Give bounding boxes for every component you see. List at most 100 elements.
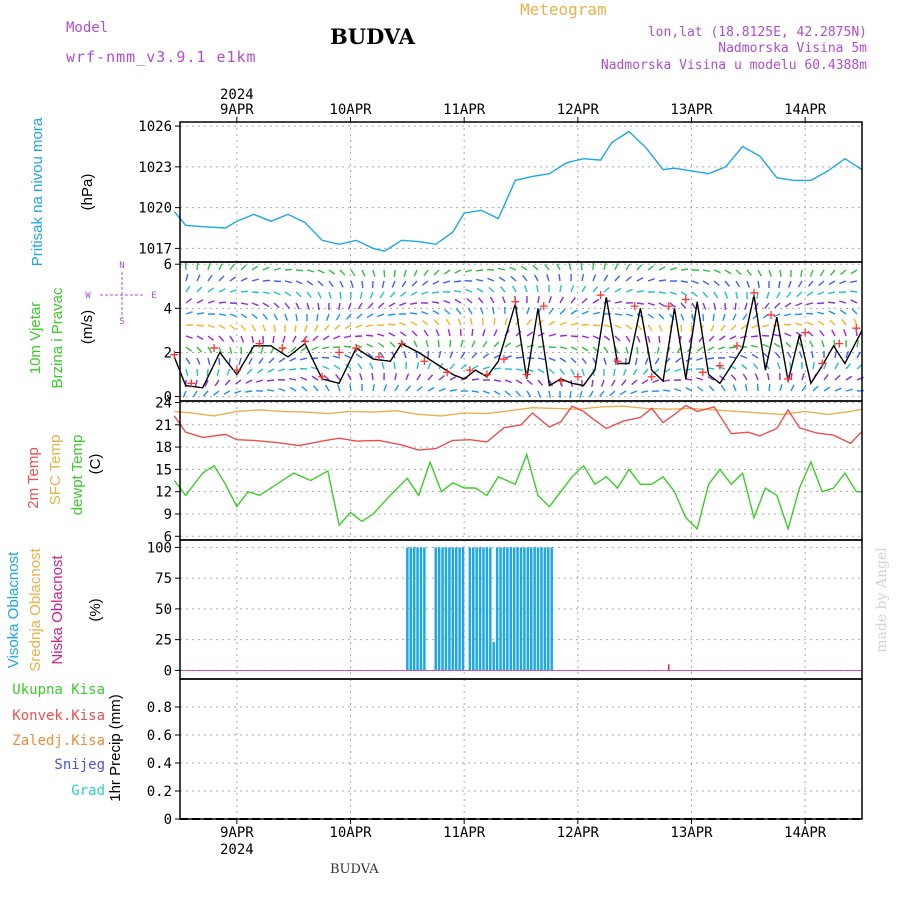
wind-barb [314, 324, 319, 332]
gust-marker [374, 352, 383, 361]
wind-barb [621, 379, 627, 386]
wind-barb [751, 344, 759, 348]
wind-barb [642, 368, 649, 375]
wind-barb [244, 390, 253, 393]
wind-barb [559, 296, 565, 304]
wind-barb [355, 324, 363, 329]
wind-barb [794, 313, 803, 316]
wind-barb [488, 286, 495, 293]
gust-marker [170, 350, 179, 359]
wind-barb [724, 291, 729, 299]
wind-barb [784, 313, 792, 317]
wind-barb [821, 340, 825, 348]
y-tick-label: 0.8 [147, 700, 172, 716]
wind-barb [251, 278, 259, 282]
wind-barb [720, 384, 726, 392]
wind-barb [218, 263, 223, 271]
wind-barb [333, 355, 341, 359]
wind-barb [732, 384, 737, 392]
wind-barb [501, 296, 506, 304]
wind-barb [350, 280, 354, 288]
cloud-bar [444, 547, 448, 671]
wind-barb [229, 324, 236, 330]
wind-barb [828, 310, 836, 315]
wind-barb [335, 374, 341, 381]
wind-barb [831, 329, 836, 337]
wind-barb [240, 302, 248, 306]
wind-barb [680, 313, 685, 321]
wind-barb [537, 357, 545, 361]
wind-barb [773, 342, 781, 348]
wind-barb [713, 291, 719, 299]
wind-barb [251, 313, 258, 320]
wind-barb [262, 266, 270, 271]
wind-barb [845, 375, 853, 381]
wind-barb [388, 302, 396, 308]
wind-barb [839, 300, 847, 304]
legend-precip-0: Ukupna Kisa [12, 682, 105, 698]
wind-barb [482, 329, 486, 337]
wind-barb [262, 324, 267, 332]
y-tick-label: 0 [164, 390, 172, 406]
wind-barb [295, 302, 300, 310]
wind-barb [702, 302, 707, 310]
wind-barb [453, 289, 462, 293]
wind-barb [592, 286, 599, 293]
cloud-bar [526, 547, 530, 671]
wind-barb [389, 341, 396, 348]
wind-barb [295, 269, 304, 272]
wind-barb [795, 322, 803, 326]
gust-marker [801, 328, 810, 337]
wind-barb [284, 280, 292, 284]
y-tick-label: 24 [155, 395, 172, 411]
y-tick-label: 15 [155, 462, 172, 478]
y-tick-label: 75 [155, 571, 172, 587]
cloud-bar [509, 547, 513, 671]
gust-marker [318, 372, 327, 381]
y-tick-label: 0 [164, 663, 172, 679]
wind-barb [817, 291, 825, 296]
y-tick-label: 1017 [138, 241, 172, 257]
wind-barb [207, 263, 211, 271]
cloud-bar [499, 547, 502, 671]
wind-barb [684, 368, 693, 371]
wind-barb [526, 307, 530, 315]
wind-barb [636, 346, 639, 355]
gust-marker [301, 337, 310, 346]
wind-barb [471, 340, 476, 348]
wind-barb [399, 322, 407, 326]
wind-barb [592, 324, 601, 327]
wind-barb [559, 357, 567, 363]
wind-barb [258, 357, 264, 365]
wind-barb [625, 263, 631, 271]
wind-barb [229, 289, 237, 293]
wind-barb [226, 368, 231, 376]
wind-barb [691, 313, 695, 321]
wind-barb [768, 269, 772, 277]
wind-barb [493, 317, 496, 326]
compass-w: W [85, 291, 91, 301]
gust-marker [767, 310, 776, 319]
cloud-bar [482, 547, 485, 671]
wind-barb [669, 291, 677, 295]
wind-barb [504, 355, 512, 359]
wind-barb [784, 302, 792, 308]
wind-barb [537, 368, 545, 374]
wind-barb [658, 291, 667, 294]
wind-barb [357, 302, 363, 310]
wind-barb [317, 302, 320, 311]
wind-barb [344, 324, 352, 330]
wind-barb [796, 291, 803, 298]
wind-barb [262, 313, 268, 320]
wind-barb [625, 288, 633, 293]
wind-barb [288, 368, 297, 371]
wind-barb [399, 331, 407, 337]
cloud-bar [437, 547, 441, 671]
unit-pressure: (hPa) [79, 174, 96, 211]
gust-marker [647, 372, 656, 381]
y-tick-label: 1023 [138, 160, 172, 176]
wind-barb [454, 298, 462, 304]
wind-barb [409, 302, 418, 305]
wind-barb [636, 324, 643, 331]
wind-barb [322, 346, 330, 350]
